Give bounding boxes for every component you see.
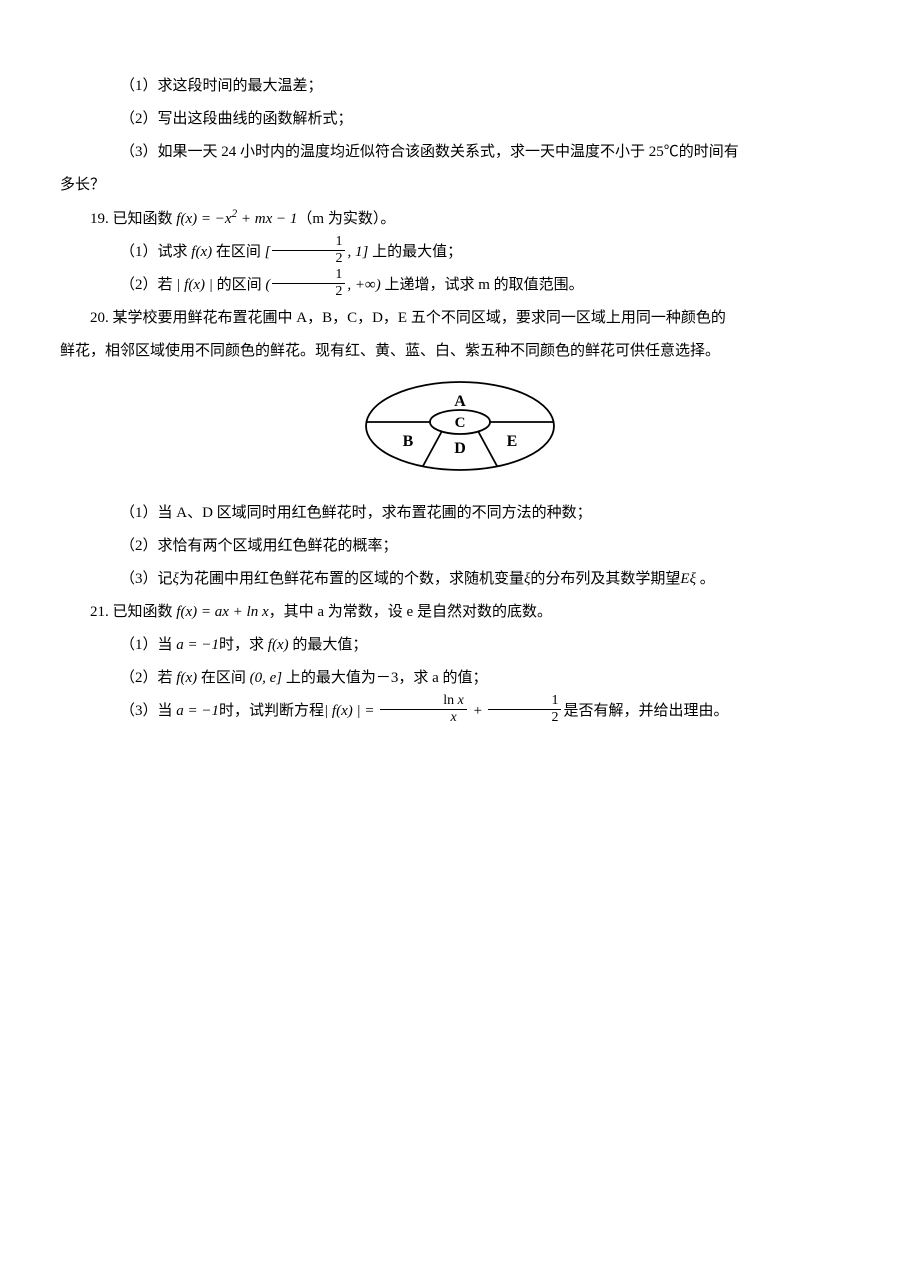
- q21-part2-b: 在区间: [197, 670, 246, 686]
- q19-part1-interval: [12, 1]: [265, 244, 369, 260]
- q20-part2: （2）求恰有两个区域用红色鲜花的概率；: [60, 530, 860, 563]
- q21-part2-c: 上的最大值为－3，求 a 的值；: [282, 670, 487, 686]
- q21-part3-a: （3）当: [120, 703, 173, 719]
- q19-stem-b: （m 为实数）。: [297, 211, 395, 227]
- label-b: B: [403, 433, 414, 450]
- q21-part2-a: （2）若: [120, 670, 176, 686]
- q21-part1-c: 的最大值；: [289, 637, 368, 653]
- q19-part1: （1）试求 f(x) 在区间 [12, 1] 上的最大值；: [60, 236, 860, 269]
- q21-stem-b: ，其中 a 为常数，设 e 是自然对数的底数。: [269, 604, 552, 620]
- q21-a-neg1-1: a = −1: [173, 637, 220, 653]
- q19-part2: （2）若 | f(x) | 的区间 (12, +∞) 上递增，试求 m 的取值范…: [60, 269, 860, 302]
- q21-a-neg1-2: a = −1: [173, 703, 220, 719]
- q21-part3-b: 时，试判断方程: [219, 703, 324, 719]
- q19-part2-interval: (12, +∞): [265, 277, 380, 293]
- q20-stem-a: 20. 某学校要用鲜花布置花圃中 A，B，C，D，E 五个不同区域，要求同一区域…: [60, 302, 860, 335]
- label-e: E: [507, 433, 518, 450]
- divider-bd: [423, 431, 442, 466]
- q21-part1-fx: f(x): [268, 637, 289, 653]
- q19-part1-c: 上的最大值；: [368, 244, 462, 260]
- q18-part3-a: （3）如果一天 24 小时内的温度均近似符合该函数关系式，求一天中温度不小于 2…: [60, 136, 860, 169]
- q21-part2-interval: (0, e]: [246, 670, 282, 686]
- q20-part3-c: 的分布列及其数学期望: [530, 571, 680, 587]
- flower-bed-diagram: A C B D E: [360, 376, 560, 476]
- q20-part3-b: 为花圃中用红色鲜花布置的区域的个数，求随机变量: [179, 571, 524, 587]
- q21-math-fx-def: f(x) = ax + ln x: [176, 604, 268, 620]
- label-a: A: [454, 393, 466, 410]
- q20-exi: Eξ: [680, 571, 696, 587]
- q20-part1: （1）当 A、D 区域同时用红色鲜花时，求布置花圃的不同方法的种数；: [60, 497, 860, 530]
- divider-de: [478, 431, 497, 466]
- q19-stem-a: 19. 已知函数: [90, 211, 176, 227]
- q19-part2-absfx: | f(x) |: [176, 277, 213, 293]
- q20-part3-d: 。: [696, 571, 715, 587]
- q18-part2: （2）写出这段曲线的函数解析式；: [60, 103, 860, 136]
- q20-diagram: A C B D E: [60, 376, 860, 489]
- q18-part1: （1）求这段时间的最大温差；: [60, 70, 860, 103]
- label-c: C: [455, 415, 466, 431]
- q21-part1-a: （1）当: [120, 637, 173, 653]
- q20-part3: （3）记ξ为花圃中用红色鲜花布置的区域的个数，求随机变量ξ的分布列及其数学期望E…: [60, 563, 860, 596]
- q19-part1-a: （1）试求: [120, 244, 191, 260]
- q19-part2-c: 上递增，试求 m 的取值范围。: [381, 277, 584, 293]
- label-d: D: [454, 440, 466, 457]
- q19-math-fx-def: f(x) = −x2 + mx − 1: [176, 211, 297, 227]
- q21-part3-c: 是否有解，并给出理由。: [563, 703, 728, 719]
- q21-part2: （2）若 f(x) 在区间 (0, e] 上的最大值为－3，求 a 的值；: [60, 662, 860, 695]
- q21-part1-b: 时，求: [219, 637, 268, 653]
- q20-stem-b: 鲜花，相邻区域使用不同颜色的鲜花。现有红、黄、蓝、白、紫五种不同颜色的鲜花可供任…: [60, 335, 860, 368]
- q21-stem-a: 21. 已知函数: [90, 604, 176, 620]
- q21-part2-fx: f(x): [176, 670, 197, 686]
- q19-stem: 19. 已知函数 f(x) = −x2 + mx − 1（m 为实数）。: [60, 202, 860, 236]
- q21-part3-eq: | f(x) | = ln xx + 12: [324, 703, 563, 719]
- q19-part1-fx: f(x): [191, 244, 212, 260]
- q19-part2-a: （2）若: [120, 277, 176, 293]
- q21-stem: 21. 已知函数 f(x) = ax + ln x，其中 a 为常数，设 e 是…: [60, 596, 860, 629]
- q20-part3-a: （3）记: [120, 571, 173, 587]
- q21-part3: （3）当 a = −1时，试判断方程| f(x) | = ln xx + 12是…: [60, 695, 860, 728]
- q19-part2-b: 的区间: [213, 277, 266, 293]
- q21-part1: （1）当 a = −1时，求 f(x) 的最大值；: [60, 629, 860, 662]
- q18-part3-b: 多长？: [60, 169, 860, 202]
- q19-part1-b: 在区间: [212, 244, 265, 260]
